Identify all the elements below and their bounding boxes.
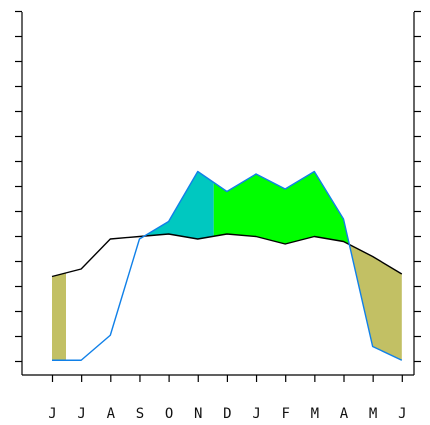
fill-region-teal bbox=[144, 171, 214, 239]
x-tick-label: A bbox=[340, 406, 349, 422]
x-tick-label: M bbox=[369, 406, 377, 422]
fill-region-green bbox=[213, 171, 350, 245]
x-tick-label: S bbox=[136, 406, 144, 422]
x-tick-label: A bbox=[107, 406, 116, 422]
x-tick-label: D bbox=[223, 406, 231, 422]
x-tick-label: J bbox=[398, 406, 406, 422]
series-line-blue bbox=[52, 170, 403, 361]
x-tick-label: J bbox=[48, 406, 56, 422]
x-tick-label: O bbox=[165, 406, 173, 422]
fill-region-start bbox=[52, 272, 66, 361]
x-tick-label: J bbox=[77, 406, 85, 422]
x-tick-label: N bbox=[194, 406, 202, 422]
x-tick-label: F bbox=[281, 406, 289, 422]
fill-areas bbox=[52, 171, 402, 361]
axes bbox=[15, 10, 421, 382]
x-tick-label: J bbox=[252, 406, 260, 422]
series-line-black bbox=[51, 233, 403, 278]
x-tick-label: M bbox=[311, 406, 319, 422]
fill-region-end bbox=[349, 244, 402, 361]
series-lines bbox=[51, 170, 403, 361]
